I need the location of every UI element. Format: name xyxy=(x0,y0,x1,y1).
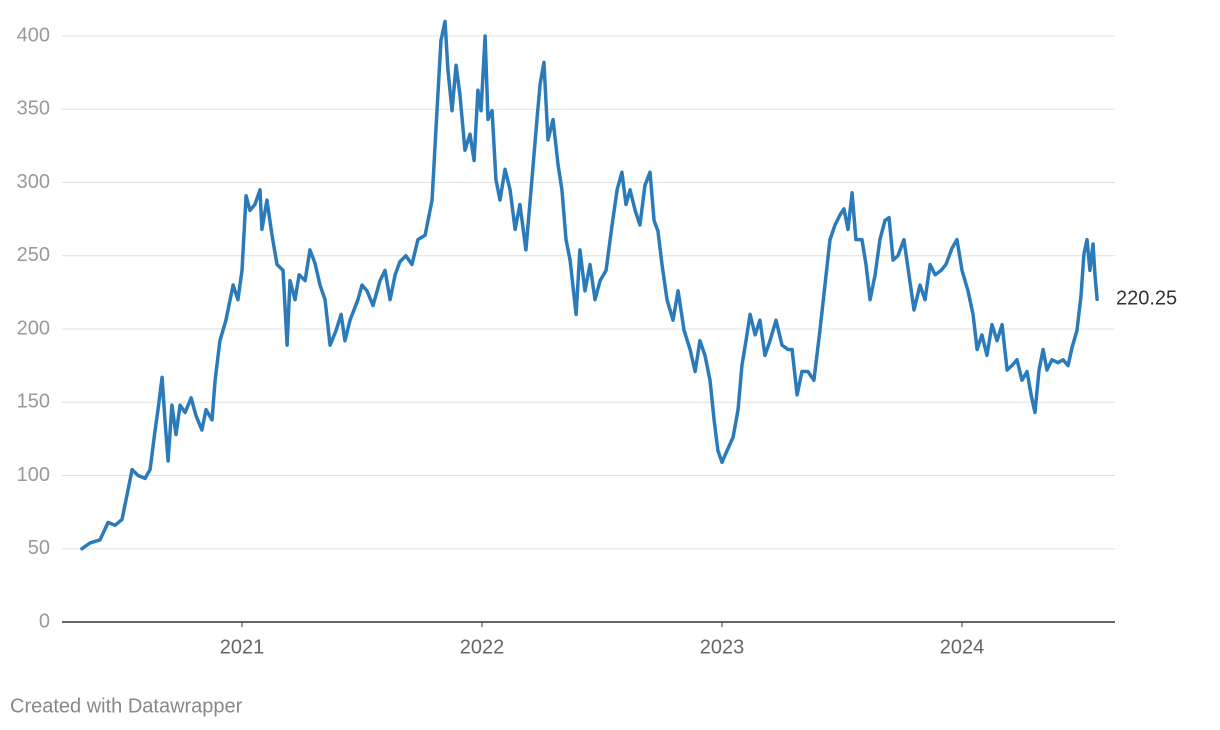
y-tick-label: 300 xyxy=(17,171,50,193)
y-tick-label: 250 xyxy=(17,244,50,266)
y-tick-label: 150 xyxy=(17,391,50,413)
x-tick-label: 2024 xyxy=(940,636,985,658)
x-tick-label: 2023 xyxy=(700,636,745,658)
x-tick-label: 2021 xyxy=(220,636,265,658)
y-tick-label: 50 xyxy=(28,537,50,559)
credit: Created with Datawrapper xyxy=(10,695,243,717)
y-tick-label: 0 xyxy=(39,610,50,632)
y-tick-label: 350 xyxy=(17,98,50,120)
y-tick-label: 100 xyxy=(17,464,50,486)
price-line xyxy=(80,19,1099,551)
y-tick-label: 400 xyxy=(17,24,50,46)
end-value-label: 220.25 xyxy=(1116,288,1177,310)
y-tick-label: 200 xyxy=(17,317,50,339)
x-tick-label: 2022 xyxy=(460,636,505,658)
